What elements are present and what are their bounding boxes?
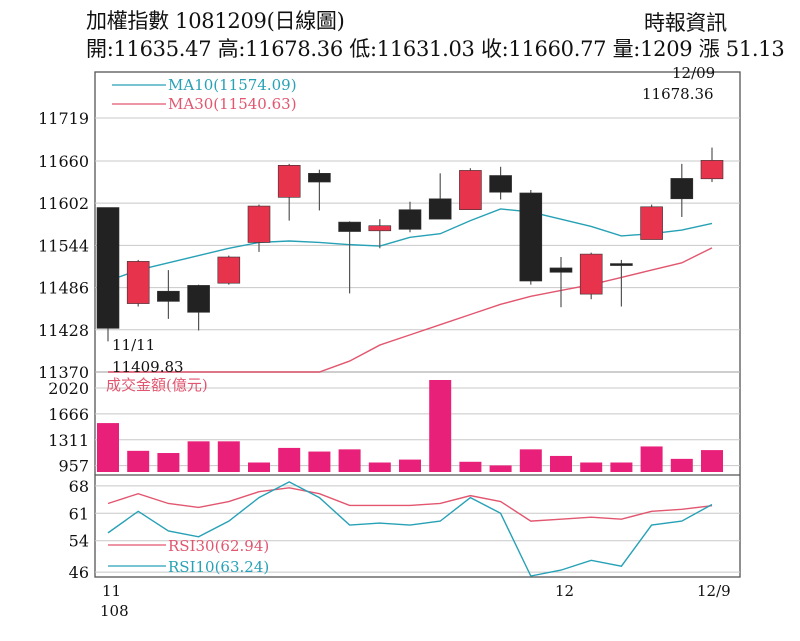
- candle-down: [670, 178, 694, 200]
- volume-bar: [670, 458, 693, 472]
- price-panel: [96, 147, 724, 373]
- low-annotation-date: 11/11: [112, 336, 155, 354]
- volume-bar: [610, 462, 633, 472]
- rsi-tick-label: 46: [69, 563, 89, 582]
- rsi-tick-label: 61: [69, 504, 89, 523]
- volume-bar: [368, 462, 391, 472]
- high-annotation-date: 12/09: [672, 64, 715, 82]
- candle-down: [519, 192, 543, 282]
- source-label: 時報資訊: [644, 11, 727, 35]
- rsi30-line: [107, 487, 713, 522]
- price-tick-label: 11602: [38, 194, 89, 213]
- x-tick-label-dec: 12: [555, 582, 574, 600]
- volume-tick-label: 2020: [48, 379, 89, 398]
- rsi10-line: [107, 481, 713, 577]
- x-tick-label-nov: 11: [102, 582, 121, 600]
- chart-frame: [94, 71, 741, 578]
- volume-panel-title: 成交金額(億元): [106, 376, 208, 394]
- volume-bar: [550, 455, 572, 472]
- volume-bar: [580, 462, 603, 472]
- candle-up: [368, 225, 392, 232]
- volume-bar: [127, 450, 150, 472]
- rsi10-legend-label: RSI10(63.24): [168, 558, 269, 576]
- candle-up: [277, 165, 301, 198]
- high-annotation-value: 11678.36: [642, 85, 714, 103]
- price-tick-label: 11719: [38, 109, 89, 128]
- ma30-line: [108, 247, 713, 373]
- candle-up: [700, 160, 724, 180]
- volume-tick-label: 1666: [48, 405, 89, 424]
- grid-lines: [95, 117, 740, 573]
- volume-tick-label: 957: [58, 457, 89, 476]
- candle-down: [398, 209, 422, 230]
- candle-down: [96, 207, 120, 329]
- volume-bar: [429, 380, 452, 472]
- volume-bar: [640, 446, 663, 472]
- candle-down: [428, 198, 452, 220]
- rsi30-legend-label: RSI30(62.94): [168, 537, 269, 555]
- candle-up: [640, 206, 663, 240]
- volume-bar: [157, 453, 180, 472]
- volume-bar: [97, 423, 119, 472]
- volume-bar: [489, 465, 512, 472]
- candle-down: [549, 267, 573, 273]
- chart-title: 加權指數 1081209(日線圖): [86, 9, 345, 33]
- candle-down: [187, 285, 210, 313]
- price-tick-label: 11370: [38, 363, 89, 382]
- volume-bar: [399, 459, 421, 472]
- rsi-tick-label: 68: [69, 477, 89, 496]
- price-tick-label: 11544: [38, 236, 89, 255]
- candle-down: [610, 263, 633, 266]
- rsi-panel: [107, 481, 713, 577]
- volume-bar: [519, 449, 542, 472]
- candle-up: [579, 253, 603, 295]
- candle-up: [247, 205, 271, 243]
- candle-down: [308, 173, 331, 183]
- volume-bar: [187, 441, 210, 472]
- price-tick-label: 11428: [38, 321, 89, 340]
- volume-bar: [278, 447, 301, 472]
- volume-bar: [217, 441, 240, 472]
- ma10-legend-label: MA10(11574.09): [168, 76, 297, 94]
- rsi-tick-label: 54: [69, 532, 89, 551]
- ohlc-summary: 開:11635.47 高:11678.36 低:11631.03 收:11660…: [86, 37, 785, 61]
- volume-bar: [459, 461, 482, 472]
- volume-bar: [248, 462, 270, 472]
- ma30-legend-label: MA30(11540.63): [168, 95, 297, 113]
- volume-bar: [338, 449, 361, 472]
- candle-down: [157, 290, 180, 302]
- candle-down: [489, 175, 512, 193]
- x-tick-label-dec9: 12/9: [697, 582, 731, 600]
- price-tick-label: 11660: [38, 152, 89, 171]
- ma10-line: [107, 208, 713, 282]
- price-tick-label: 11486: [38, 279, 89, 298]
- candle-up: [459, 170, 482, 211]
- volume-tick-label: 1311: [48, 431, 89, 450]
- volume-panel: [97, 380, 723, 472]
- candle-up: [126, 261, 150, 304]
- candle-down: [338, 221, 361, 232]
- y-tick-labels: 11370 11428 11486 11544 11602 11660 11719 957 13…: [38, 109, 89, 582]
- low-annotation-value: 11409.83: [112, 358, 184, 376]
- volume-bar: [308, 451, 331, 472]
- x-year-label: 108: [100, 602, 129, 620]
- candle-up: [217, 256, 241, 284]
- volume-bar: [701, 450, 723, 472]
